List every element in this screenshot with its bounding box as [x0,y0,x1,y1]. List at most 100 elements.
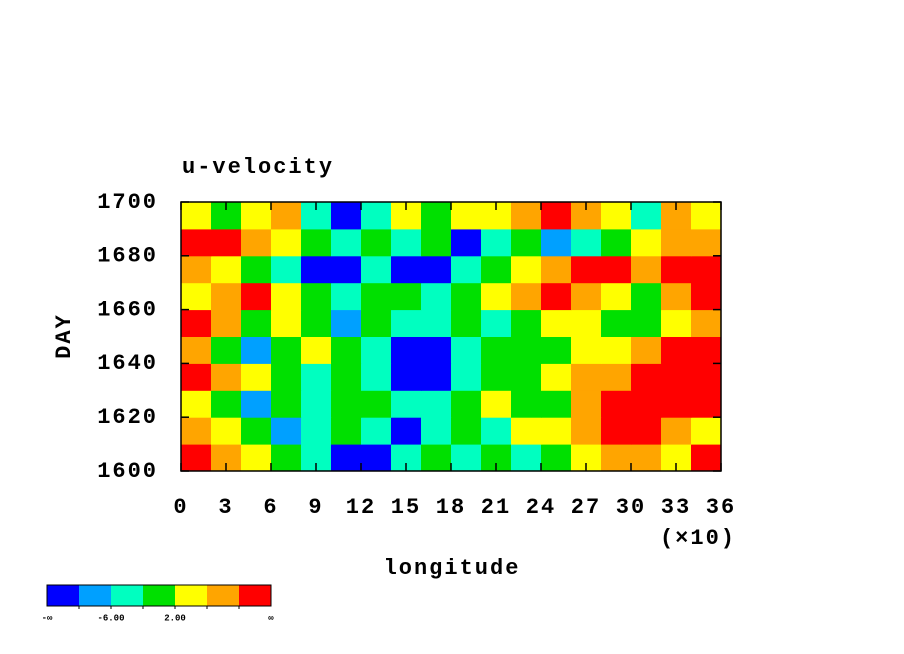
colorbar-end-label: ∞ [268,613,274,623]
cell [631,228,662,257]
cell [511,363,542,391]
cell [601,282,632,311]
cell [691,444,722,472]
cell [271,255,302,284]
cell [421,309,452,337]
cell [211,282,242,311]
cell [541,417,572,445]
cell [511,444,542,472]
cell [631,336,662,364]
cell [691,390,722,418]
cell [691,202,722,230]
colorbar-swatch [239,585,272,606]
cell [421,444,452,472]
cell [481,255,512,284]
cell [391,255,422,284]
cell [451,363,482,391]
cell [361,363,392,391]
cell [271,417,302,445]
cell [301,417,332,445]
cell [391,336,422,364]
x-tick-label: 33 [661,495,691,520]
cell [211,309,242,337]
cell [331,363,362,391]
cell [391,309,422,337]
cell [511,309,542,337]
cell [451,309,482,337]
cell [601,444,632,472]
cell [331,444,362,472]
cell [451,444,482,472]
cell [451,390,482,418]
cell [301,336,332,364]
colorbar-swatch [175,585,208,606]
cell [661,228,692,257]
cell [451,282,482,311]
cell [301,255,332,284]
cell [181,417,212,445]
cell [241,255,272,284]
x-tick-label: 6 [263,495,278,520]
y-tick-label: 1620 [97,405,158,430]
y-tick-label: 1680 [97,244,158,269]
cell [511,255,542,284]
cell [271,202,302,230]
x-tick-label: 24 [526,495,556,520]
cell [451,336,482,364]
cell [181,390,212,418]
cell [421,417,452,445]
cell [451,417,482,445]
y-tick-label: 1640 [97,351,158,376]
cell [691,282,722,311]
cell [481,363,512,391]
cell [391,390,422,418]
cell [601,202,632,230]
x-tick-label: 12 [346,495,376,520]
cell [571,363,602,391]
cell [241,336,272,364]
cell [211,363,242,391]
cell [301,282,332,311]
cell [361,309,392,337]
cell [481,417,512,445]
cell [661,336,692,364]
cell [631,309,662,337]
cell [661,363,692,391]
cell [631,390,662,418]
cell [691,417,722,445]
cell [391,417,422,445]
field [181,202,722,472]
cell [301,309,332,337]
colorbar-swatch [79,585,112,606]
cell [571,336,602,364]
cell [361,282,392,311]
cell [271,309,302,337]
y-tick-label: 1700 [97,190,158,215]
cell [211,390,242,418]
cell [541,255,572,284]
x-tick-label: 15 [391,495,421,520]
cell [541,202,572,230]
cell [631,282,662,311]
cell [331,417,362,445]
cell [481,282,512,311]
cell [601,417,632,445]
cell [211,417,242,445]
y-axis-label: DAY [52,313,77,359]
cell [661,309,692,337]
cell [691,336,722,364]
cell [481,309,512,337]
cell [661,417,692,445]
cell [601,228,632,257]
colorbar-frame [46,584,272,607]
cell [451,228,482,257]
cell [661,390,692,418]
cell [571,228,602,257]
colorbar-swatch [111,585,144,606]
cell [181,363,212,391]
cell [361,202,392,230]
cell [361,417,392,445]
cell [601,309,632,337]
cell [421,282,452,311]
cell [331,255,362,284]
